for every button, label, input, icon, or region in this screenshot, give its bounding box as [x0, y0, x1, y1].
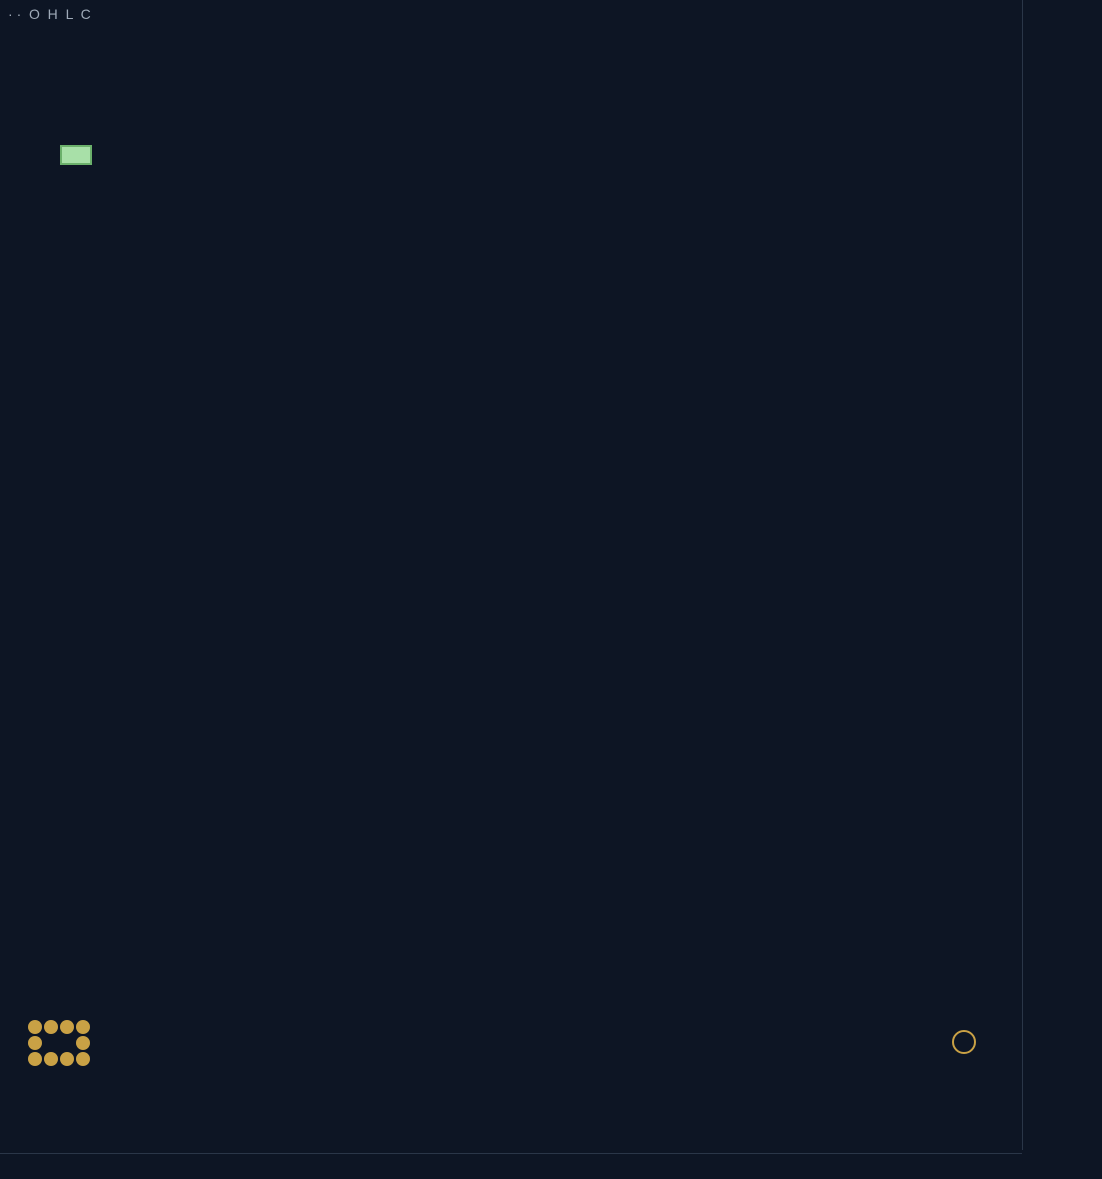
time-axis — [0, 1153, 1022, 1179]
genesis-dots-icon — [28, 1020, 90, 1066]
sub2-axis — [1022, 1080, 1102, 1150]
fingerprint-icon — [952, 1030, 976, 1054]
midas-touch-logo — [942, 1028, 992, 1052]
price-chart — [0, 0, 1102, 1179]
sub1-axis — [1022, 1020, 1102, 1080]
price-axis — [1022, 0, 1102, 1020]
genesis-mining-logo — [28, 1020, 100, 1066]
chart-title — [60, 145, 92, 165]
chart-header: · · O H L C — [8, 6, 91, 22]
